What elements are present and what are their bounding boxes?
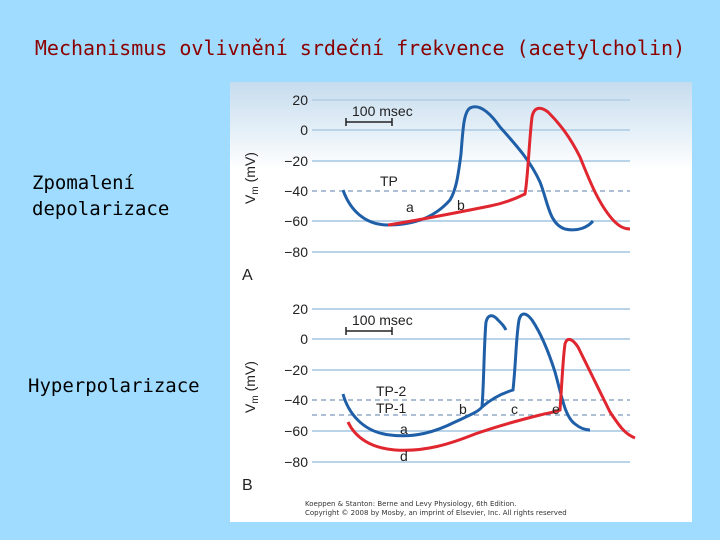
- credit-line-1: Koeppen & Stanton: Berne and Levy Physio…: [305, 500, 517, 508]
- panel-a-ytick: 0: [300, 122, 308, 138]
- panel-a-point-a: a: [406, 199, 414, 215]
- panel-b-tp1-label: TP-1: [376, 400, 407, 416]
- panel-a-red-trace: [387, 106, 631, 231]
- panel-a-scale-label: 100 msec: [352, 103, 413, 119]
- panel-a-point-b: b: [457, 197, 465, 213]
- panel-b: 20 0 −20 −40 −60 −80 Vm (mV) 100 msec TP…: [242, 301, 636, 494]
- panel-a-letter: A: [242, 267, 253, 284]
- panel-a-scale-bar: [345, 118, 393, 126]
- panel-b-scale-label: 100 msec: [352, 312, 413, 328]
- panel-b-ytick: 0: [300, 331, 308, 347]
- panel-b-point-a: a: [400, 421, 408, 437]
- panel-b-letter: B: [242, 477, 253, 494]
- panel-b-point-b: b: [459, 401, 467, 417]
- figure-credit: Koeppen & Stanton: Berne and Levy Physio…: [305, 500, 567, 518]
- action-potential-svg: 20 0 −20 −40 −60 −80 Vm (mV) 100 msec TP: [230, 82, 692, 522]
- panel-b-ylabel: Vm (mV): [242, 361, 261, 413]
- panel-a-ytick: −20: [284, 153, 308, 169]
- panel-a-side-label: Zpomalení depolarizace: [32, 170, 169, 222]
- panel-a-tp-label: TP: [380, 173, 398, 189]
- action-potential-figure: 20 0 −20 −40 −60 −80 Vm (mV) 100 msec TP: [230, 82, 692, 522]
- panel-b-point-d: d: [400, 448, 408, 464]
- panel-a-ytick: −40: [284, 183, 308, 199]
- panel-b-ytick: −80: [284, 454, 308, 470]
- panel-b-ytick: 20: [292, 301, 308, 317]
- panel-a: 20 0 −20 −40 −60 −80 Vm (mV) 100 msec TP: [242, 92, 631, 284]
- panel-a-side-label-line1: Zpomalení: [32, 172, 135, 194]
- panel-b-point-c: c: [511, 401, 518, 417]
- panel-b-ytick: −60: [284, 423, 308, 439]
- slide-title: Mechanismus ovlivnění srdeční frekvence …: [34, 36, 686, 60]
- panel-a-ylabel: Vm (mV): [242, 152, 261, 204]
- panel-a-ytick: −60: [284, 213, 308, 229]
- panel-b-tp2-label: TP-2: [376, 383, 407, 399]
- panel-b-blue-trace-late: [481, 312, 591, 432]
- panel-a-blue-trace: [341, 105, 595, 232]
- panel-b-ytick: −40: [284, 392, 308, 408]
- panel-b-ytick: −20: [284, 362, 308, 378]
- panel-b-scale-bar: [345, 327, 393, 335]
- panel-b-side-label: Hyperpolarizace: [28, 375, 200, 397]
- panel-b-red-trace: [346, 338, 636, 452]
- panel-b-point-e: e: [552, 401, 560, 417]
- panel-a-ytick: 20: [292, 92, 308, 108]
- panel-a-ytick: −80: [284, 244, 308, 260]
- credit-line-2: Copyright © 2008 by Mosby, an imprint of…: [305, 509, 567, 517]
- panel-a-side-label-line2: depolarizace: [32, 198, 170, 220]
